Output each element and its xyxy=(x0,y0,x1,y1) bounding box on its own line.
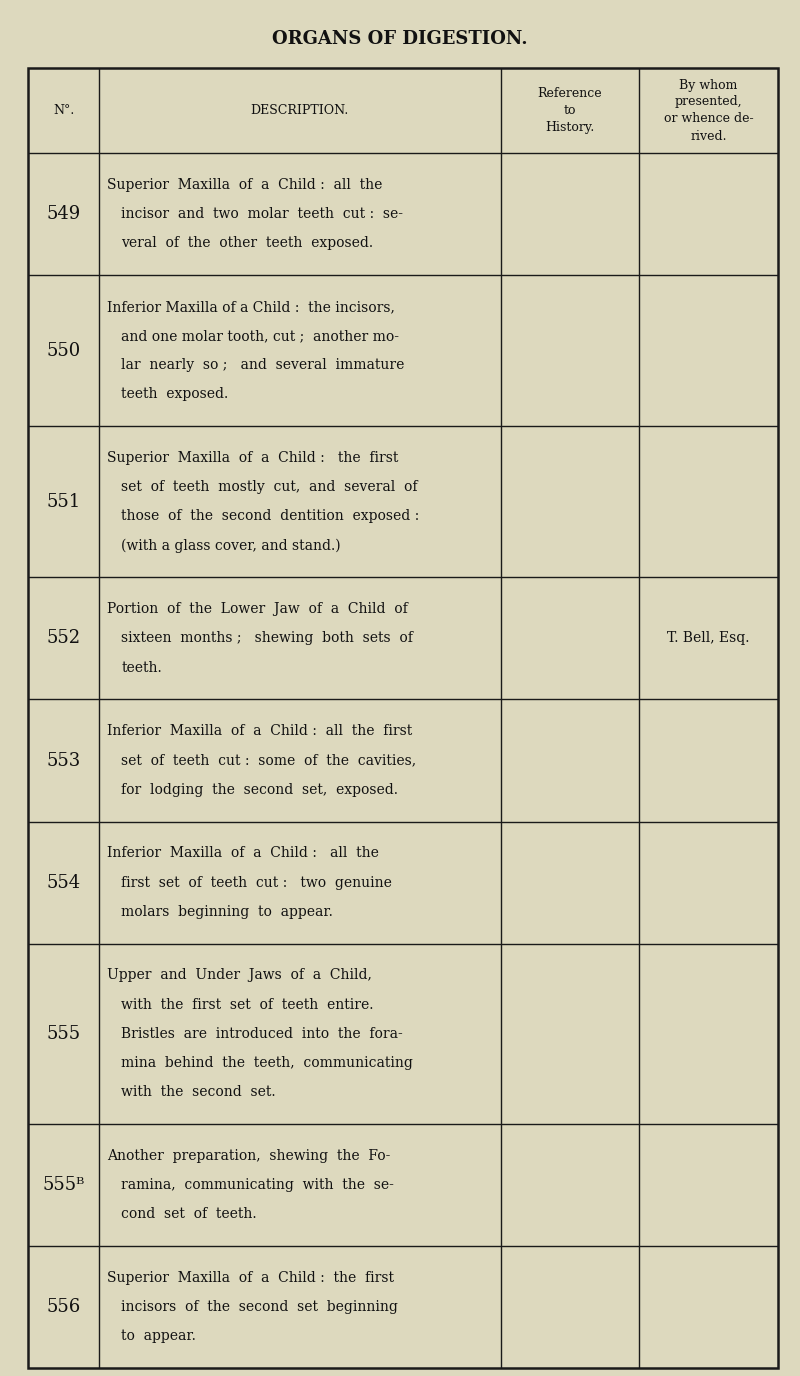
Text: 554: 554 xyxy=(46,874,81,892)
Text: incisor  and  two  molar  teeth  cut :  se-: incisor and two molar teeth cut : se- xyxy=(122,206,403,222)
Text: with  the  first  set  of  teeth  entire.: with the first set of teeth entire. xyxy=(122,998,374,1011)
Text: cond  set  of  teeth.: cond set of teeth. xyxy=(122,1207,257,1221)
Text: 552: 552 xyxy=(46,629,81,648)
Text: teeth.: teeth. xyxy=(122,660,162,674)
Text: 555ᴮ: 555ᴮ xyxy=(42,1176,85,1194)
Text: (with a glass cover, and stand.): (with a glass cover, and stand.) xyxy=(122,538,341,553)
Text: veral  of  the  other  teeth  exposed.: veral of the other teeth exposed. xyxy=(122,237,374,250)
Text: Inferior  Maxilla  of  a  Child :   all  the: Inferior Maxilla of a Child : all the xyxy=(107,846,379,860)
Text: 555: 555 xyxy=(46,1025,81,1043)
Text: ramina,  communicating  with  the  se-: ramina, communicating with the se- xyxy=(122,1178,394,1192)
Text: incisors  of  the  second  set  beginning: incisors of the second set beginning xyxy=(122,1300,398,1314)
Text: T. Bell, Esq.: T. Bell, Esq. xyxy=(667,632,750,645)
Text: for  lodging  the  second  set,  exposed.: for lodging the second set, exposed. xyxy=(122,783,398,797)
Text: Inferior Maxilla of a Child :  the incisors,: Inferior Maxilla of a Child : the inciso… xyxy=(107,300,395,314)
Text: 550: 550 xyxy=(46,341,81,359)
Text: with  the  second  set.: with the second set. xyxy=(122,1086,276,1099)
Text: to  appear.: to appear. xyxy=(122,1329,196,1343)
Text: Bristles  are  introduced  into  the  fora-: Bristles are introduced into the fora- xyxy=(122,1026,403,1040)
Text: Superior  Maxilla  of  a  Child :  all  the: Superior Maxilla of a Child : all the xyxy=(107,178,382,191)
Text: lar  nearly  so ;   and  several  immature: lar nearly so ; and several immature xyxy=(122,358,405,373)
Text: and one molar tooth, cut ;  another mo-: and one molar tooth, cut ; another mo- xyxy=(122,329,399,343)
Text: Superior  Maxilla  of  a  Child :  the  first: Superior Maxilla of a Child : the first xyxy=(107,1271,394,1285)
Text: 556: 556 xyxy=(46,1298,81,1315)
Text: 549: 549 xyxy=(46,205,81,223)
Text: teeth  exposed.: teeth exposed. xyxy=(122,388,229,402)
Text: sixteen  months ;   shewing  both  sets  of: sixteen months ; shewing both sets of xyxy=(122,632,413,645)
Text: Inferior  Maxilla  of  a  Child :  all  the  first: Inferior Maxilla of a Child : all the fi… xyxy=(107,724,413,739)
Text: DESCRIPTION.: DESCRIPTION. xyxy=(250,105,349,117)
Text: Superior  Maxilla  of  a  Child :   the  first: Superior Maxilla of a Child : the first xyxy=(107,451,398,465)
Text: set  of  teeth  cut :  some  of  the  cavities,: set of teeth cut : some of the cavities, xyxy=(122,754,416,768)
Text: those  of  the  second  dentition  exposed :: those of the second dentition exposed : xyxy=(122,509,419,523)
Text: Another  preparation,  shewing  the  Fo-: Another preparation, shewing the Fo- xyxy=(107,1149,390,1163)
Text: 553: 553 xyxy=(46,751,81,769)
Text: mina  behind  the  teeth,  communicating: mina behind the teeth, communicating xyxy=(122,1055,413,1071)
Text: ORGANS OF DIGESTION.: ORGANS OF DIGESTION. xyxy=(272,30,528,48)
Text: first  set  of  teeth  cut :   two  genuine: first set of teeth cut : two genuine xyxy=(122,875,392,889)
Text: Reference
to
History.: Reference to History. xyxy=(538,87,602,133)
Text: set  of  teeth  mostly  cut,  and  several  of: set of teeth mostly cut, and several of xyxy=(122,480,418,494)
Text: N°.: N°. xyxy=(53,105,74,117)
Text: 551: 551 xyxy=(46,493,81,510)
Text: molars  beginning  to  appear.: molars beginning to appear. xyxy=(122,904,333,919)
Text: Upper  and  Under  Jaws  of  a  Child,: Upper and Under Jaws of a Child, xyxy=(107,969,372,982)
Text: Portion  of  the  Lower  Jaw  of  a  Child  of: Portion of the Lower Jaw of a Child of xyxy=(107,603,408,616)
Text: By whom
presented,
or whence de-
rived.: By whom presented, or whence de- rived. xyxy=(664,78,754,143)
